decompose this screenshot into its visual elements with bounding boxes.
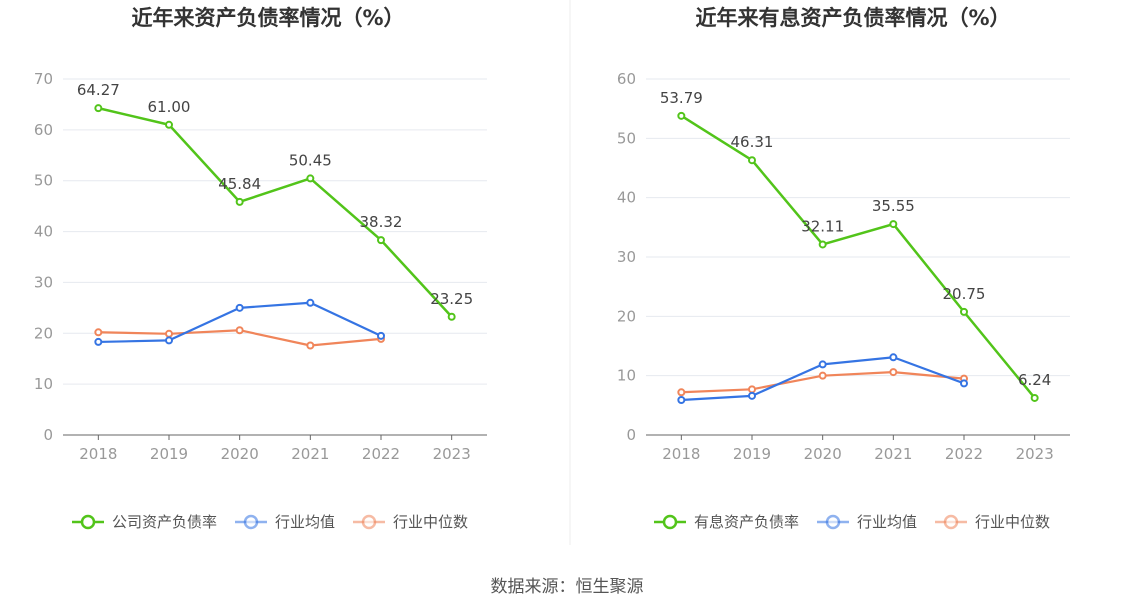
x-tick-label: 2023 — [433, 445, 471, 463]
data-point — [447, 312, 456, 321]
x-tick-label: 2022 — [362, 445, 400, 463]
legend-label: 行业中位数 — [975, 513, 1050, 531]
y-tick-label: 30 — [617, 248, 636, 266]
data-point — [818, 371, 827, 380]
data-point — [960, 307, 968, 316]
data-point — [306, 341, 315, 350]
data-point — [889, 220, 898, 229]
interest-debt-ratio-chart: 近年来有息资产负债率情况（%） 0 10 20 30 40 50 60 2018 2019 2020… — [617, 6, 1070, 531]
data-label: 53.79 — [660, 89, 703, 107]
data-label: 61.00 — [148, 98, 191, 116]
data-point — [748, 391, 756, 400]
y-tick-label: 40 — [617, 189, 636, 207]
x-tick-label: 2021 — [874, 445, 912, 463]
chart-title: 近年来有息资产负债率情况（%） — [695, 6, 1010, 30]
x-tick-label: 2021 — [291, 445, 329, 463]
x-tick-label: 2020 — [221, 445, 259, 463]
y-tick-label: 20 — [34, 324, 53, 342]
legend-label: 有息资产负债率 — [694, 513, 799, 531]
data-label: 50.45 — [289, 151, 332, 169]
y-tick-label: 0 — [626, 426, 636, 444]
data-point — [889, 368, 898, 377]
y-tick-label: 10 — [34, 375, 53, 393]
data-point — [235, 197, 244, 206]
legend-marker — [361, 514, 377, 530]
y-tick-label: 50 — [617, 129, 636, 147]
legend-label: 公司资产负债率 — [112, 513, 217, 531]
y-tick-label: 70 — [34, 70, 53, 88]
data-point — [165, 336, 173, 345]
x-tick-label: 2022 — [945, 445, 983, 463]
data-point — [165, 329, 173, 338]
data-point — [306, 174, 315, 183]
data-point — [94, 104, 103, 113]
data-point — [377, 331, 385, 340]
data-point — [960, 379, 968, 388]
x-tick-label: 2019 — [150, 445, 188, 463]
data-point — [165, 120, 173, 129]
y-tick-label: 50 — [34, 172, 53, 190]
data-point — [235, 326, 244, 335]
x-tick-label: 2023 — [1016, 445, 1054, 463]
data-point — [818, 240, 827, 249]
data-label: 64.27 — [77, 81, 120, 99]
x-tick-label: 2020 — [804, 445, 842, 463]
x-tick-label: 2019 — [733, 445, 771, 463]
legend-marker — [662, 514, 678, 530]
data-point — [1030, 393, 1039, 402]
data-point — [677, 111, 686, 120]
legend-marker — [943, 514, 959, 530]
legend-label: 行业均值 — [275, 513, 335, 531]
data-point — [889, 353, 898, 362]
data-point — [306, 298, 315, 307]
data-label: 38.32 — [360, 213, 403, 231]
data-point — [748, 385, 756, 394]
legend-marker — [243, 514, 259, 530]
data-source-text: 数据来源：恒生聚源 — [491, 577, 644, 597]
y-tick-label: 20 — [617, 307, 636, 325]
y-tick-label: 10 — [617, 367, 636, 385]
x-tick-label: 2018 — [79, 445, 117, 463]
data-label: 32.11 — [801, 217, 844, 235]
data-label: 46.31 — [731, 133, 774, 151]
y-tick-label: 30 — [34, 273, 53, 291]
y-tick-label: 60 — [34, 121, 53, 139]
y-tick-label: 40 — [34, 223, 53, 241]
data-label: 23.25 — [430, 290, 473, 308]
debt-ratio-chart: 近年来资产负债率情况（%） 0 10 20 30 40 50 60 70 2018 2019 2020… — [34, 6, 487, 531]
data-label: 20.75 — [943, 285, 986, 303]
data-label: 35.55 — [872, 197, 915, 215]
legend-label: 行业均值 — [857, 513, 917, 531]
data-point — [748, 156, 756, 165]
x-tick-label: 2018 — [662, 445, 700, 463]
y-tick-label: 0 — [43, 426, 53, 444]
data-point — [94, 337, 103, 346]
data-point — [677, 388, 686, 397]
legend-marker — [80, 514, 96, 530]
data-point — [818, 360, 827, 369]
legend-marker — [825, 514, 841, 530]
series-line — [98, 106, 453, 318]
data-point — [377, 236, 385, 245]
data-point — [677, 395, 686, 404]
data-point — [94, 328, 103, 337]
data-label: 45.84 — [218, 175, 261, 193]
chart-title: 近年来资产负债率情况（%） — [131, 6, 404, 30]
y-tick-label: 60 — [617, 70, 636, 88]
legend-label: 行业中位数 — [393, 513, 468, 531]
series-line — [680, 114, 1036, 399]
data-point — [235, 303, 244, 312]
data-label: 6.24 — [1018, 371, 1051, 389]
